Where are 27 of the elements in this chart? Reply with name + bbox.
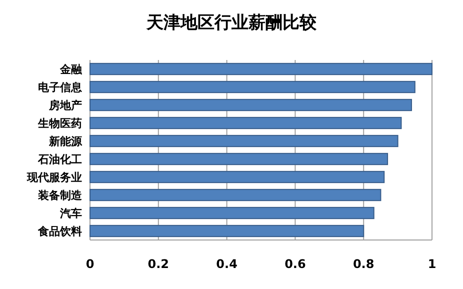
y-tick-label: 生物医药: [37, 117, 82, 130]
bar: [90, 206, 374, 220]
bar: [90, 224, 364, 238]
bar: [90, 80, 416, 94]
bar: [90, 188, 382, 202]
bar: [90, 152, 388, 166]
bar: [90, 134, 398, 148]
y-tick-label: 电子信息: [38, 81, 83, 94]
x-tick-label: 0.8: [352, 257, 374, 271]
bar: [90, 62, 432, 76]
y-tick-label: 食品饮料: [37, 225, 82, 238]
y-tick-label: 金融: [59, 63, 83, 76]
x-tick-label: 0.4: [216, 257, 238, 271]
x-tick-label: 0.2: [148, 257, 170, 271]
bar: [90, 116, 402, 130]
bar: [90, 98, 412, 112]
chart-title: 天津地区行业薪酬比较: [146, 13, 318, 33]
y-tick-label: 现代服务业: [26, 171, 82, 184]
y-tick-label: 新能源: [48, 135, 83, 148]
y-tick-label: 石油化工: [37, 153, 82, 166]
x-tick-label: 0.6: [284, 257, 306, 271]
x-tick-label: 1: [428, 257, 436, 271]
y-tick-label: 装备制造: [37, 189, 83, 202]
x-tick-label: 0: [86, 257, 94, 271]
bar: [90, 170, 385, 184]
y-tick-label: 汽车: [59, 207, 82, 220]
y-tick-label: 房地产: [48, 99, 82, 112]
